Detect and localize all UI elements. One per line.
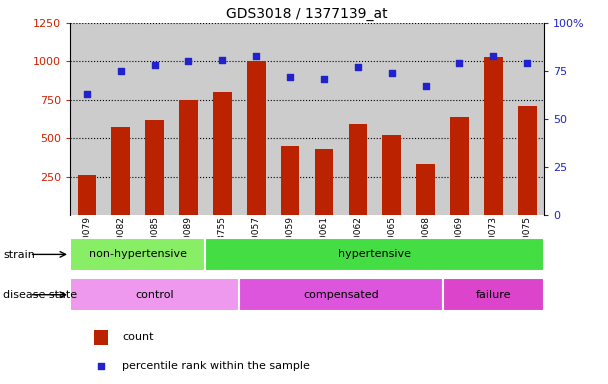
Title: GDS3018 / 1377139_at: GDS3018 / 1377139_at xyxy=(226,7,388,21)
Bar xyxy=(348,124,367,215)
Bar xyxy=(510,23,544,215)
Bar xyxy=(484,57,503,215)
Bar xyxy=(416,164,435,215)
Point xyxy=(353,64,363,70)
Bar xyxy=(70,23,104,215)
Bar xyxy=(111,127,130,215)
Bar xyxy=(341,23,375,215)
Text: percentile rank within the sample: percentile rank within the sample xyxy=(122,361,310,371)
Bar xyxy=(70,278,240,311)
Bar xyxy=(137,23,171,215)
Bar xyxy=(307,23,341,215)
Point xyxy=(116,68,126,74)
Bar xyxy=(240,278,443,311)
Bar xyxy=(94,331,108,345)
Bar xyxy=(213,92,232,215)
Text: strain: strain xyxy=(3,250,35,260)
Text: non-hypertensive: non-hypertensive xyxy=(89,249,187,260)
Bar xyxy=(443,23,477,215)
Point xyxy=(488,53,498,59)
Bar xyxy=(247,61,266,215)
Bar xyxy=(179,100,198,215)
Bar xyxy=(206,238,544,271)
Bar xyxy=(145,120,164,215)
Text: count: count xyxy=(122,332,154,342)
Bar xyxy=(78,175,96,215)
Text: hypertensive: hypertensive xyxy=(338,249,411,260)
Text: failure: failure xyxy=(475,290,511,300)
Point xyxy=(582,182,592,188)
Point xyxy=(319,76,329,82)
Text: disease state: disease state xyxy=(3,290,77,300)
Point xyxy=(184,58,193,65)
Bar xyxy=(240,23,273,215)
Text: compensated: compensated xyxy=(303,290,379,300)
Bar xyxy=(281,146,299,215)
Text: control: control xyxy=(136,290,174,300)
Bar xyxy=(450,117,469,215)
Bar xyxy=(273,23,307,215)
Bar xyxy=(518,106,536,215)
Bar xyxy=(375,23,409,215)
Point xyxy=(251,53,261,59)
Point xyxy=(387,70,396,76)
Point xyxy=(285,74,295,80)
Bar xyxy=(382,135,401,215)
Bar xyxy=(315,149,333,215)
Point xyxy=(82,91,92,97)
Bar xyxy=(171,23,206,215)
Bar xyxy=(409,23,443,215)
Bar xyxy=(206,23,240,215)
Point xyxy=(150,62,159,68)
Point xyxy=(522,60,532,66)
Bar xyxy=(104,23,137,215)
Point xyxy=(455,60,465,66)
Bar xyxy=(477,23,510,215)
Point xyxy=(218,56,227,63)
Point xyxy=(421,83,430,89)
Bar xyxy=(70,238,206,271)
Bar xyxy=(443,278,544,311)
